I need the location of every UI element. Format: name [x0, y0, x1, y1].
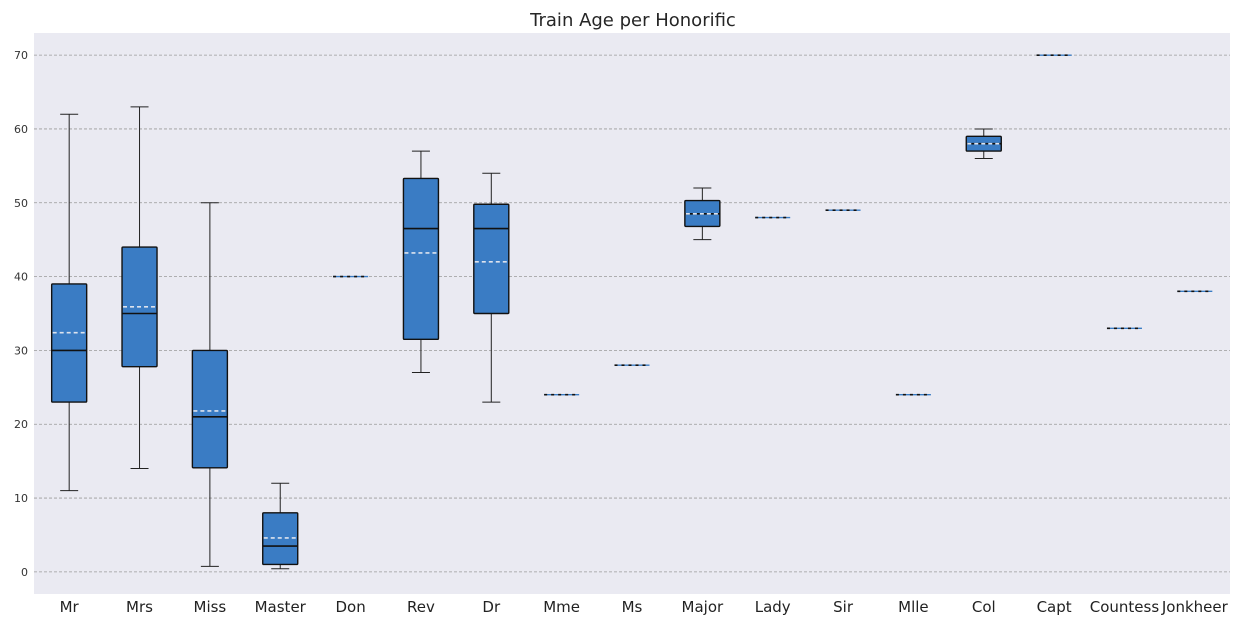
box-body: [402, 177, 440, 341]
y-tick-label: 10: [14, 492, 28, 505]
x-tick-label: Mme: [543, 598, 580, 616]
box-mr: [50, 113, 88, 492]
y-tick-label: 30: [14, 344, 28, 357]
box-rev: [402, 150, 440, 374]
x-tick-label: Jonkheer: [1161, 598, 1229, 616]
box-master: [262, 482, 299, 570]
x-tick-label: Ms: [622, 598, 643, 616]
box-body: [473, 203, 510, 315]
x-tick-label: Mlle: [898, 598, 929, 616]
box-dr: [473, 172, 510, 403]
x-tick-label: Sir: [833, 598, 854, 616]
grid-lines: [34, 54, 1230, 573]
x-tick-label: Major: [682, 598, 724, 616]
x-tick-label: Don: [335, 598, 365, 616]
y-tick-label: 20: [14, 418, 28, 431]
x-tick-label: Mr: [60, 598, 80, 616]
y-tick-label: 0: [21, 566, 28, 579]
y-tick-label: 50: [14, 197, 28, 210]
x-tick-label: Mrs: [126, 598, 153, 616]
x-tick-label: Countess: [1090, 598, 1160, 616]
x-tick-label: Dr: [482, 598, 501, 616]
box-major: [684, 187, 721, 241]
y-tick-label: 40: [14, 271, 28, 284]
box-body: [50, 283, 88, 403]
x-tick-label: Master: [255, 598, 307, 616]
box-col: [965, 128, 1002, 159]
y-axis-ticks: 0 10 20 30 40 50 60 70: [14, 49, 28, 579]
x-tick-label: Miss: [194, 598, 227, 616]
chart-title: Train Age per Honorific: [529, 10, 736, 31]
plot-area: [34, 33, 1230, 594]
box-miss: [191, 202, 229, 567]
y-tick-label: 60: [14, 123, 28, 136]
x-axis-ticks: Mr Mrs Miss Master Don Rev Dr Mme Ms Major Lady Sir…: [60, 598, 1229, 616]
box-body: [191, 349, 229, 469]
x-tick-label: Capt: [1037, 598, 1072, 616]
x-tick-label: Lady: [755, 598, 791, 616]
box-mrs: [121, 106, 158, 470]
boxes: [50, 54, 1213, 570]
y-tick-label: 70: [14, 49, 28, 62]
x-tick-label: Rev: [407, 598, 435, 616]
x-tick-label: Col: [972, 598, 996, 616]
